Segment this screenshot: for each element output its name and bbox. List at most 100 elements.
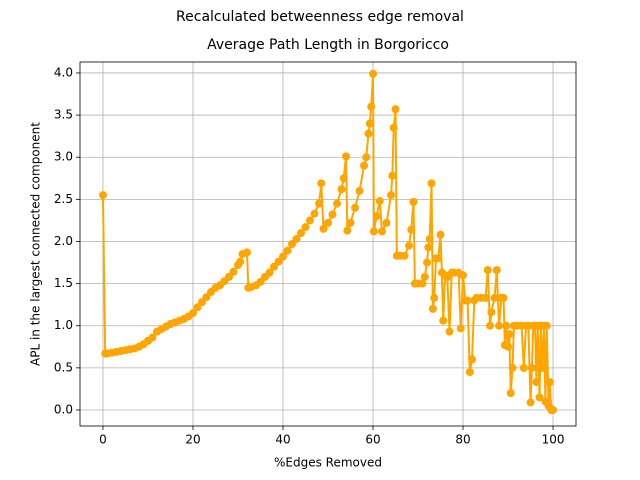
data-point	[236, 257, 245, 266]
data-point	[549, 405, 558, 414]
data-point	[468, 355, 477, 364]
data-point	[405, 241, 414, 250]
data-point	[242, 248, 251, 257]
data-point	[459, 271, 468, 280]
data-point	[364, 129, 373, 138]
x-axis-label: %Edges Removed	[274, 456, 382, 470]
data-point	[504, 342, 513, 351]
data-point	[456, 324, 465, 333]
data-point	[483, 266, 492, 275]
data-point	[283, 246, 292, 255]
data-point	[502, 321, 511, 330]
y-axis-label: APL in the largest connected component	[29, 122, 43, 366]
suptitle: Recalculated betweenness edge removal	[176, 9, 464, 25]
data-point	[292, 234, 301, 243]
y-tick-label: 4.0	[54, 65, 73, 79]
data-point	[342, 152, 351, 161]
x-tick-label: 40	[275, 433, 290, 447]
data-point	[278, 252, 287, 261]
data-point	[409, 197, 418, 206]
data-point	[305, 216, 314, 225]
data-point	[436, 230, 445, 239]
x-tick-label: 100	[542, 433, 565, 447]
data-point	[367, 102, 376, 111]
data-point	[339, 174, 348, 183]
data-point	[532, 378, 541, 387]
data-point	[527, 363, 536, 372]
data-point	[314, 199, 323, 208]
data-point	[369, 227, 378, 236]
data-point	[508, 363, 517, 372]
chart-title: Average Path Length in Borgoricco	[207, 37, 449, 53]
data-point	[487, 308, 496, 317]
y-tick-label: 1.0	[54, 318, 73, 332]
data-point	[418, 279, 427, 288]
data-point	[317, 179, 326, 188]
data-point	[375, 197, 384, 206]
data-point	[506, 389, 515, 398]
data-point	[425, 234, 434, 243]
data-point	[465, 368, 474, 377]
data-point	[486, 321, 495, 330]
data-point	[343, 226, 352, 235]
y-tick-label: 3.0	[54, 150, 73, 164]
data-point	[519, 363, 528, 372]
data-point	[490, 293, 499, 302]
y-tick-label: 2.5	[54, 192, 73, 206]
data-point	[428, 304, 437, 313]
data-point	[360, 161, 369, 170]
data-point	[495, 321, 504, 330]
data-point	[389, 123, 398, 132]
data-point	[387, 191, 396, 200]
data-point	[420, 272, 429, 281]
data-point	[445, 327, 454, 336]
data-point	[538, 363, 547, 372]
data-point	[400, 251, 409, 260]
data-point	[301, 223, 310, 232]
data-point	[505, 330, 514, 339]
data-point	[265, 268, 274, 277]
data-point	[382, 218, 391, 227]
x-tick-label: 80	[455, 433, 470, 447]
data-point	[355, 186, 364, 195]
data-point	[148, 333, 157, 342]
data-point	[439, 316, 448, 325]
data-point	[188, 309, 197, 318]
data-point	[372, 212, 381, 221]
data-point	[319, 224, 328, 233]
data-point	[545, 378, 554, 387]
y-tick-label: 1.5	[54, 276, 73, 290]
data-point	[427, 179, 436, 188]
x-tick-label: 20	[185, 433, 200, 447]
data-point	[328, 210, 337, 219]
data-point	[499, 293, 508, 302]
x-tick-label: 60	[365, 433, 380, 447]
data-point	[310, 209, 319, 218]
data-point	[229, 267, 238, 276]
data-point	[463, 296, 472, 305]
data-point	[333, 199, 342, 208]
data-point	[535, 393, 544, 402]
data-line	[101, 73, 554, 411]
data-point	[346, 218, 355, 227]
y-tick-label: 0.0	[54, 402, 73, 416]
data-point	[369, 69, 378, 78]
data-point	[378, 227, 387, 236]
data-point	[351, 203, 360, 212]
data-point	[424, 243, 433, 252]
data-point	[362, 153, 371, 162]
data-point	[324, 218, 332, 227]
data-point	[481, 293, 490, 302]
data-point	[337, 185, 346, 194]
y-tick-label: 0.5	[54, 360, 73, 374]
data-point	[423, 258, 432, 267]
data-point	[407, 225, 416, 234]
data-point	[98, 191, 107, 200]
data-point	[388, 171, 397, 180]
plot-frame	[79, 61, 577, 427]
data-point	[526, 398, 535, 407]
data-point	[391, 105, 400, 114]
data-point	[492, 266, 501, 275]
y-tick-label: 2.0	[54, 234, 73, 248]
